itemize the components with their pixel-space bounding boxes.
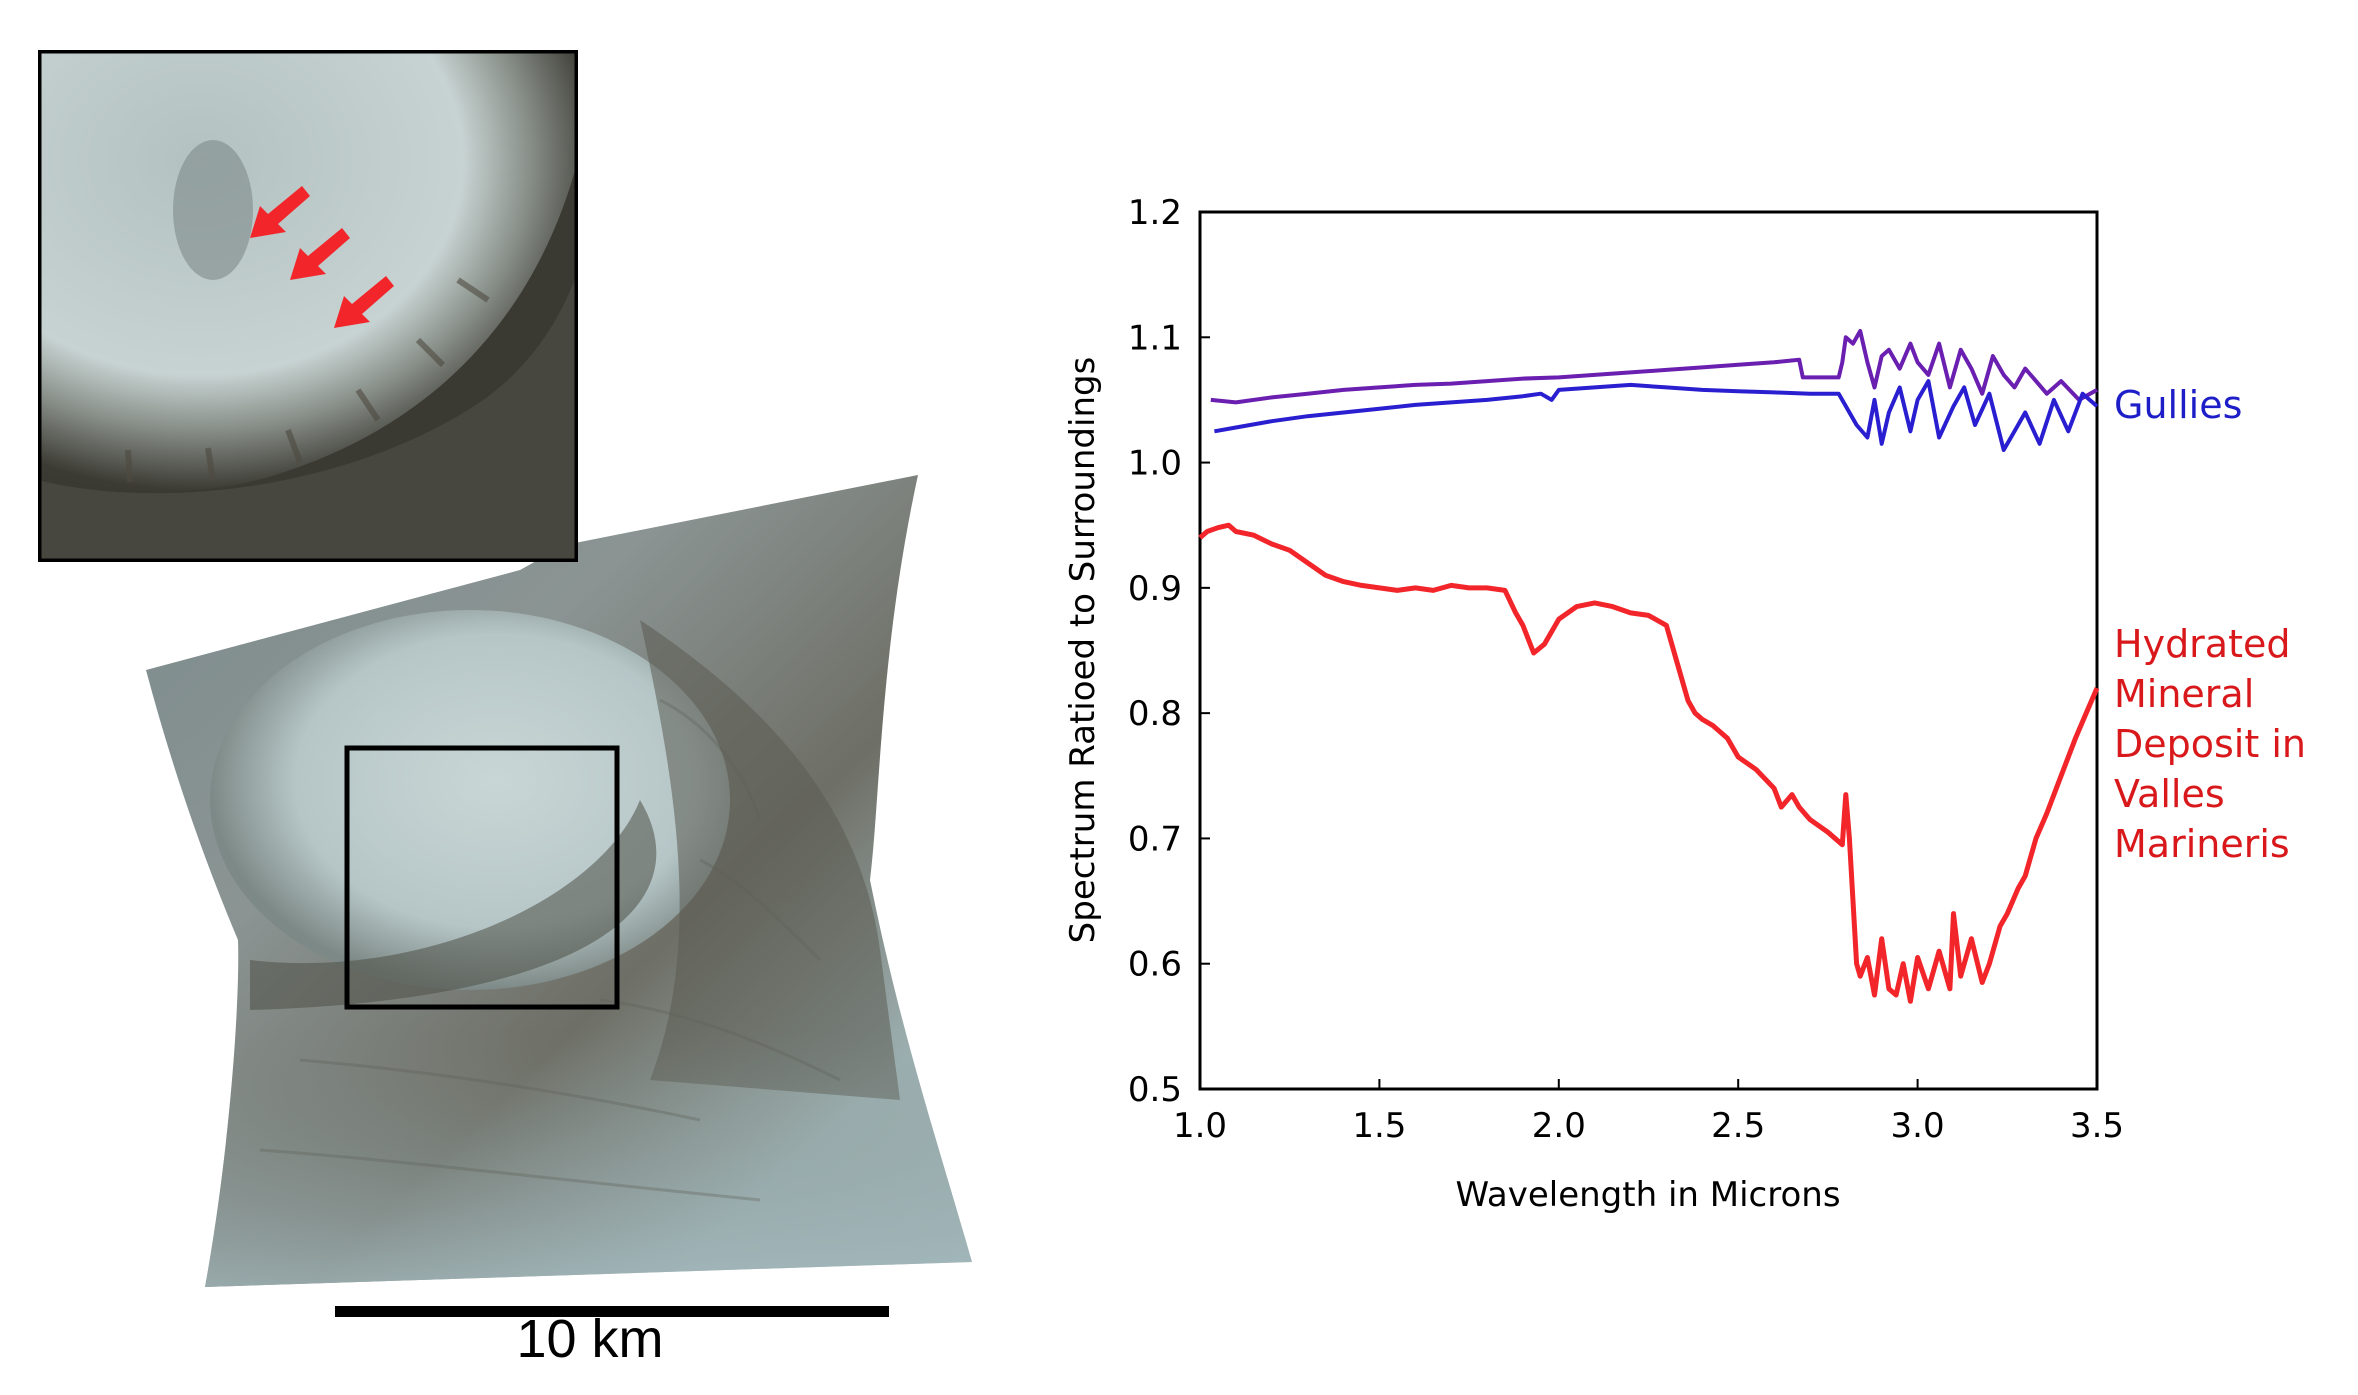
y-tick-label: 1.2 bbox=[1128, 193, 1182, 233]
y-tick-label: 0.9 bbox=[1128, 569, 1182, 609]
y-tick-label: 0.8 bbox=[1128, 694, 1182, 734]
hydrated-label-line: Deposit in bbox=[2114, 722, 2306, 766]
x-tick-label: 2.5 bbox=[1711, 1106, 1765, 1146]
inset-location-box bbox=[344, 745, 620, 1010]
gully-arrows bbox=[250, 186, 394, 328]
hydrated-label-line: Marineris bbox=[2114, 822, 2290, 866]
arrow-icon bbox=[334, 276, 394, 328]
y-axis-title: Spectrum Ratioed to Surroundings bbox=[1063, 357, 1103, 944]
scale-bar-label: 10 km bbox=[516, 1309, 664, 1369]
gullies-label: Gullies bbox=[2114, 383, 2242, 427]
x-tick-label: 1.0 bbox=[1173, 1106, 1227, 1146]
y-tick-label: 0.5 bbox=[1128, 1070, 1182, 1110]
x-tick-label: 1.5 bbox=[1352, 1106, 1406, 1146]
plot-frame bbox=[1198, 210, 2099, 1091]
y-tick-label: 0.6 bbox=[1128, 945, 1182, 985]
hydrated-label: Hydrated Mineral Deposit in Valles Marin… bbox=[2114, 622, 2306, 866]
gullies-line bbox=[1214, 379, 2099, 452]
main-crater-image bbox=[146, 475, 972, 1287]
x-ticks: 1.0 1.5 2.0 2.5 3.0 3.5 bbox=[1173, 1079, 2124, 1146]
series-lines bbox=[1198, 329, 2100, 1004]
y-ticks: 0.5 0.6 0.7 0.8 0.9 1.0 1.1 1.2 bbox=[1128, 193, 1210, 1110]
arrow-icon bbox=[290, 228, 350, 280]
hydrated-label-line: Valles bbox=[2114, 772, 2225, 816]
hydrated-mineral-line bbox=[1198, 522, 2100, 1004]
x-tick-label: 2.0 bbox=[1532, 1106, 1586, 1146]
scale-bar bbox=[335, 1306, 889, 1317]
y-tick-label: 0.7 bbox=[1128, 819, 1182, 859]
arrow-icon bbox=[250, 186, 310, 238]
x-tick-label: 3.0 bbox=[1891, 1106, 1945, 1146]
hydrated-label-line: Mineral bbox=[2114, 672, 2254, 716]
y-tick-label: 1.0 bbox=[1128, 444, 1182, 484]
x-tick-label: 3.5 bbox=[2070, 1106, 2124, 1146]
hydrated-label-line: Hydrated bbox=[2114, 622, 2291, 666]
gullies-line bbox=[1210, 329, 2098, 405]
y-tick-label: 1.1 bbox=[1128, 318, 1182, 358]
x-axis-title: Wavelength in Microns bbox=[1455, 1175, 1840, 1215]
